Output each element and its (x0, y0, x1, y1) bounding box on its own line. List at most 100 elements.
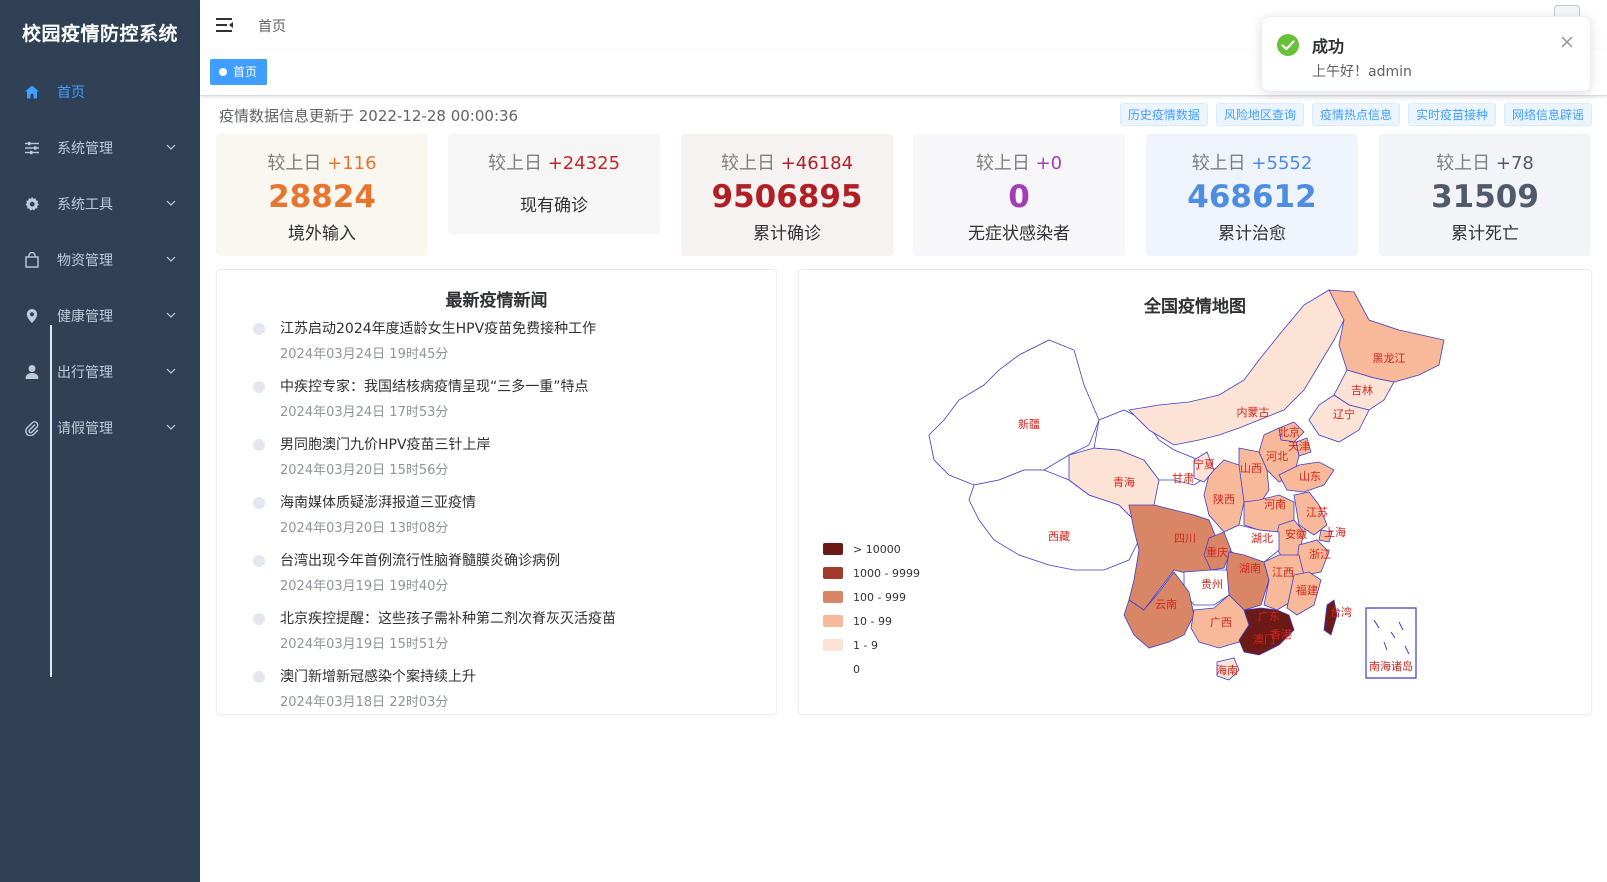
province-label: 四川 (1174, 532, 1196, 545)
success-notification: 成功 上午好！admin (1261, 16, 1591, 92)
stat-value: 0 (1008, 179, 1030, 215)
province-label: 澳门 (1253, 632, 1275, 646)
news-item[interactable]: 海南媒体质疑澎湃报道三亚疫情 2024年03月20日 13时08分 (253, 492, 742, 550)
province-重庆[interactable] (1203, 531, 1232, 571)
quick-link-4[interactable]: 网络信息辟谣 (1503, 103, 1592, 126)
legend-swatch[interactable] (823, 639, 843, 651)
legend-label: 10 - 99 (853, 615, 892, 628)
province-黑龙江[interactable] (1328, 289, 1445, 383)
island-dash (1390, 631, 1396, 639)
legend-swatch[interactable] (823, 591, 843, 603)
stat-value: 28824 (268, 179, 376, 215)
news-item[interactable]: 台湾出现今年首例流行性脑脊髓膜炎确诊病例 2024年03月19日 19时40分 (253, 550, 742, 608)
stat-label: 无症状感染者 (968, 224, 1070, 244)
sidebar-item-0[interactable]: 首页 (0, 64, 200, 120)
chevron-down-icon (166, 200, 176, 206)
sidebar: 校园疫情防控系统 首页 系统管理 系统工具 物资管理 健康管理 出行管理 请假管理 (0, 0, 200, 882)
province-南海诸岛[interactable] (1365, 607, 1417, 679)
sidebar-item-4[interactable]: 健康管理 (0, 288, 200, 344)
sidebar-item-1[interactable]: 系统管理 (0, 120, 200, 176)
province-台湾[interactable] (1323, 599, 1338, 636)
news-item[interactable]: 北京疾控提醒：这些孩子需补种第二剂次脊灰灭活疫苗 2024年03月19日 15时5… (253, 608, 742, 666)
sidebar-item-label: 物资管理 (57, 253, 113, 269)
legend-swatch[interactable] (823, 567, 843, 579)
user-icon (24, 364, 40, 380)
stat-card-3: 较上日 +0 0 无症状感染者 (913, 134, 1125, 256)
province-上海[interactable] (1318, 529, 1333, 543)
province-label: 河北 (1266, 450, 1288, 463)
news-time: 2024年03月20日 15时56分 (280, 463, 449, 478)
sidebar-item-6[interactable]: 请假管理 (0, 400, 200, 456)
news-item[interactable]: 男同胞澳门九价HPV疫苗三针上岸 2024年03月20日 15时56分 (253, 434, 742, 492)
province-label: 上海 (1324, 525, 1346, 539)
province-label: 广东 (1258, 610, 1280, 623)
stat-label: 累计确诊 (753, 224, 821, 244)
island-dash (1383, 641, 1388, 651)
sidebar-item-3[interactable]: 物资管理 (0, 232, 200, 288)
map-panel: 全国疫情地图 新疆 西藏 青海 甘肃 内蒙古 黑龙江 吉林 辽宁 北京 天津 河北 山西 陕西 宁夏 山东河… (798, 269, 1592, 715)
province-label: 河南 (1264, 498, 1286, 511)
close-icon[interactable] (1560, 35, 1574, 49)
news-item[interactable]: 江苏启动2024年度适龄女生HPV疫苗免费接种工作 2024年03月24日 19时… (253, 318, 742, 376)
chevron-down-icon (166, 256, 176, 262)
news-headline[interactable]: 男同胞澳门九价HPV疫苗三针上岸 (280, 437, 491, 453)
stat-delta: +116 (327, 153, 377, 174)
news-item[interactable]: 澳门新增新冠感染个案持续上升 2024年03月18日 22时03分 (253, 666, 742, 724)
province-云南[interactable] (1123, 571, 1195, 649)
province-西藏[interactable] (968, 469, 1140, 571)
province-内蒙古[interactable] (1128, 289, 1348, 446)
tag-dot-icon (219, 68, 227, 76)
quick-link-0[interactable]: 历史疫情数据 (1119, 103, 1208, 126)
province-label: 安徽 (1285, 527, 1307, 541)
stat-card-5: 较上日 +78 31509 累计死亡 (1379, 134, 1591, 256)
province-江苏[interactable] (1293, 491, 1328, 536)
province-label: 宁夏 (1193, 457, 1215, 471)
province-辽宁[interactable] (1308, 394, 1370, 443)
stat-card-1: 较上日 +24325 现有确诊 (448, 134, 660, 234)
hamburger-icon[interactable] (216, 16, 234, 34)
province-label: 台湾 (1330, 605, 1352, 619)
province-label: 云南 (1155, 598, 1177, 611)
province-山东[interactable] (1278, 461, 1335, 493)
legend-swatch[interactable] (823, 543, 843, 555)
province-label: 青海 (1113, 475, 1135, 489)
sidebar-item-label: 健康管理 (57, 309, 113, 325)
province-福建[interactable] (1286, 571, 1322, 616)
tag-home[interactable]: 首页 (210, 59, 268, 85)
quick-link-1[interactable]: 风险地区查询 (1215, 103, 1304, 126)
province-label: 黑龙江 (1373, 352, 1406, 365)
news-headline[interactable]: 海南媒体质疑澎湃报道三亚疫情 (280, 495, 476, 511)
legend-label: 1000 - 9999 (853, 567, 920, 580)
timeline-line (50, 325, 52, 677)
breadcrumb[interactable]: 首页 (258, 19, 286, 35)
news-time: 2024年03月24日 19时45分 (280, 347, 449, 362)
chevron-down-icon (166, 368, 176, 374)
sidebar-item-5[interactable]: 出行管理 (0, 344, 200, 400)
stat-compare: 较上日 +5552 (1191, 153, 1313, 174)
quick-link-3[interactable]: 实时疫苗接种 (1407, 103, 1496, 126)
chevron-down-icon (166, 424, 176, 430)
news-item[interactable]: 中疾控专家：我国结核病疫情呈现“三多一重”特点 2024年03月24日 17时53… (253, 376, 742, 434)
stat-compare: 较上日 +78 (1436, 153, 1534, 174)
province-海南[interactable] (1216, 657, 1240, 681)
tag-label: 首页 (233, 65, 258, 79)
province-label: 甘肃 (1172, 472, 1194, 485)
province-label: 海南 (1216, 663, 1238, 677)
news-headline[interactable]: 中疾控专家：我国结核病疫情呈现“三多一重”特点 (280, 379, 589, 395)
province-宁夏[interactable] (1193, 451, 1215, 483)
sidebar-item-label: 出行管理 (57, 365, 113, 381)
paperclip-icon (24, 420, 40, 436)
island-dash (1398, 621, 1404, 631)
news-headline[interactable]: 台湾出现今年首例流行性脑脊髓膜炎确诊病例 (280, 553, 560, 569)
legend-swatch[interactable] (823, 615, 843, 627)
sidebar-item-2[interactable]: 系统工具 (0, 176, 200, 232)
province-广东[interactable] (1238, 607, 1295, 656)
quick-link-2[interactable]: 疫情热点信息 (1311, 103, 1400, 126)
news-headline[interactable]: 澳门新增新冠感染个案持续上升 (280, 669, 476, 685)
news-headline[interactable]: 江苏启动2024年度适龄女生HPV疫苗免费接种工作 (280, 321, 597, 337)
stat-value: 468612 (1187, 179, 1317, 215)
news-headline[interactable]: 北京疾控提醒：这些孩子需补种第二剂次脊灰灭活疫苗 (280, 611, 616, 627)
legend-swatch[interactable] (823, 663, 843, 675)
news-title: 最新疫情新闻 (445, 291, 548, 311)
